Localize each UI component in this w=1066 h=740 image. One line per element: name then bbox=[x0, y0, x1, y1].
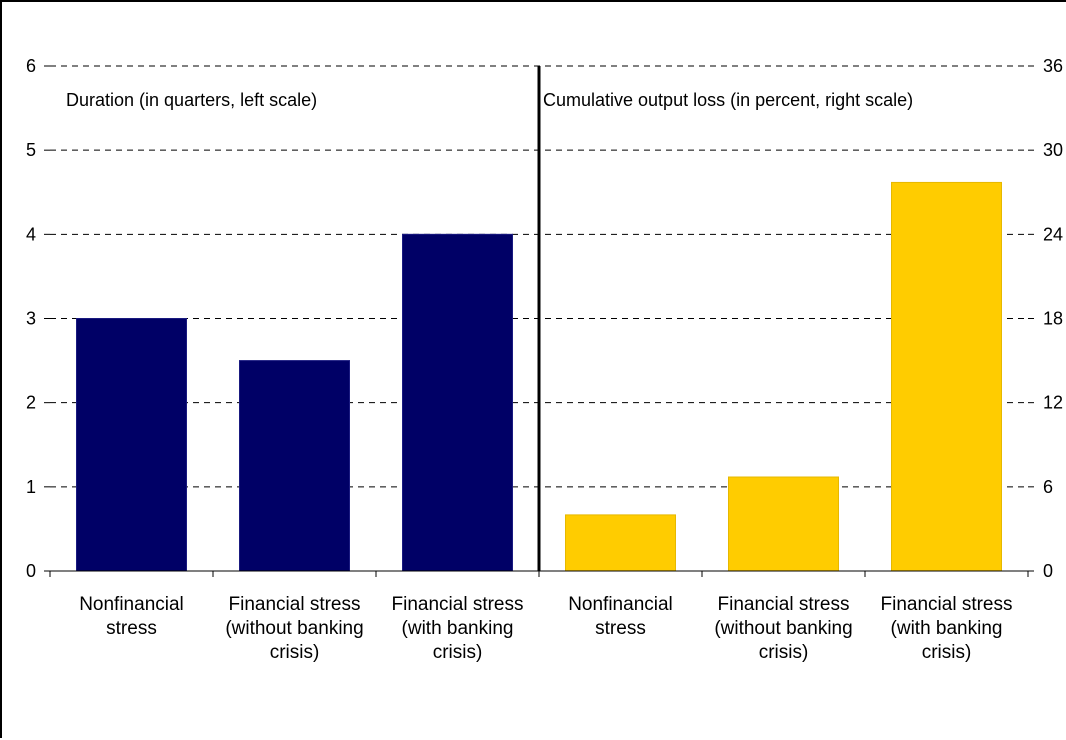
category-label: Nonfinancial stress bbox=[79, 594, 184, 639]
bar bbox=[76, 318, 187, 572]
bar bbox=[728, 476, 839, 572]
category-label: Nonfinancial stress bbox=[568, 594, 673, 639]
y-tick-label-left: 5 bbox=[26, 140, 36, 160]
bar bbox=[402, 233, 513, 572]
bars bbox=[76, 181, 1002, 572]
y-tick-label-left: 2 bbox=[26, 393, 36, 413]
y-tick-label-left: 6 bbox=[26, 56, 36, 76]
right-panel-annotation: Cumulative output loss (in percent, righ… bbox=[543, 90, 913, 110]
y-tick-label-right: 6 bbox=[1043, 477, 1053, 497]
y-tick-label-left: 3 bbox=[26, 309, 36, 329]
y-tick-label-left: 4 bbox=[26, 224, 36, 244]
y-tick-label-right: 18 bbox=[1043, 309, 1063, 329]
y-tick-label-right: 12 bbox=[1043, 393, 1063, 413]
bar bbox=[891, 181, 1002, 572]
bar bbox=[565, 514, 676, 572]
y-tick-label-left: 0 bbox=[26, 561, 36, 581]
left-panel-annotation: Duration (in quarters, left scale) bbox=[66, 90, 317, 110]
y-tick-label-right: 36 bbox=[1043, 56, 1063, 76]
x-axis-ticks bbox=[49, 571, 1029, 577]
category-label: Financial stress (with banking crisis) bbox=[392, 594, 524, 663]
y-tick-label-right: 24 bbox=[1043, 224, 1063, 244]
left-y-axis-ticks: 0 1 2 3 4 5 6 bbox=[26, 56, 50, 581]
category-label: Financial stress (with banking crisis) bbox=[881, 594, 1013, 663]
category-label: Financial stress (without banking crisis) bbox=[714, 594, 852, 663]
category-label: Financial stress (without banking crisis) bbox=[225, 594, 363, 663]
y-tick-label-left: 1 bbox=[26, 477, 36, 497]
category-labels: Nonfinancial stress Financial stress (witho… bbox=[79, 594, 1012, 663]
bar bbox=[239, 360, 350, 572]
right-y-axis-ticks: 0 6 12 18 24 30 36 bbox=[1028, 56, 1063, 581]
y-tick-label-right: 0 bbox=[1043, 561, 1053, 581]
y-tick-label-right: 30 bbox=[1043, 140, 1063, 160]
